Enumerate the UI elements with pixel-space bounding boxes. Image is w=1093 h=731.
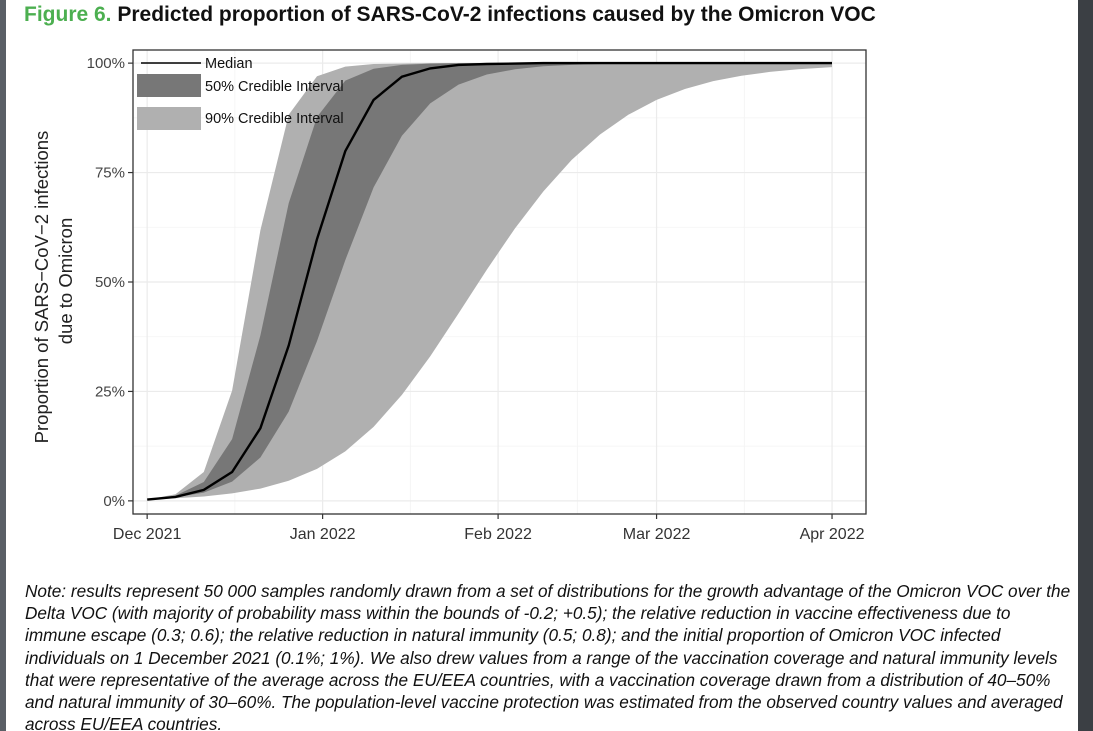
x-tick-label: Jan 2022 xyxy=(290,526,356,543)
y-axis: 0% 25% 50% 75% 100% xyxy=(87,55,133,510)
y-tick-label: 25% xyxy=(95,383,125,400)
y-tick-label: 50% xyxy=(95,274,125,291)
y-axis-title: Proportion of SARS−CoV−2 infections due … xyxy=(31,131,76,444)
legend-key-ci90 xyxy=(137,107,201,130)
x-tick-label: Feb 2022 xyxy=(464,526,532,543)
chart: Proportion of SARS−CoV−2 infections due … xyxy=(31,49,867,543)
figure-number: Figure 6. xyxy=(24,3,112,26)
legend-key-ci50 xyxy=(137,74,201,97)
figure-note: Note: results represent 50 000 samples r… xyxy=(25,581,1071,731)
y-tick-label: 100% xyxy=(87,55,125,72)
x-tick-label: Mar 2022 xyxy=(623,526,691,543)
y-tick-label: 0% xyxy=(103,493,125,510)
legend-label-median: Median xyxy=(205,56,253,72)
ci50-band xyxy=(147,63,832,500)
y-axis-label-line2: due to Omicron xyxy=(55,218,76,344)
y-tick-label: 75% xyxy=(95,165,125,182)
legend-label-ci50: 50% Credible Interval xyxy=(205,79,344,95)
window-edge xyxy=(1078,0,1093,731)
median-line xyxy=(147,61,832,501)
y-axis-label-line1: Proportion of SARS−CoV−2 infections xyxy=(31,131,52,444)
x-tick-label: Apr 2022 xyxy=(800,526,865,543)
legend: Median 50% Credible Interval 90% Credibl… xyxy=(137,56,344,130)
legend-label-ci90: 90% Credible Interval xyxy=(205,111,344,127)
x-tick-label: Dec 2021 xyxy=(113,526,182,543)
x-axis: Dec 2021 Jan 2022 Feb 2022 Mar 2022 Apr 2022 xyxy=(113,514,865,543)
figure-title-text: Predicted proportion of SARS-CoV-2 infec… xyxy=(117,3,876,26)
document-page: Figure 6. Predicted proportion of SARS-C… xyxy=(6,0,1078,731)
figure-title: Figure 6. Predicted proportion of SARS-C… xyxy=(24,3,876,27)
